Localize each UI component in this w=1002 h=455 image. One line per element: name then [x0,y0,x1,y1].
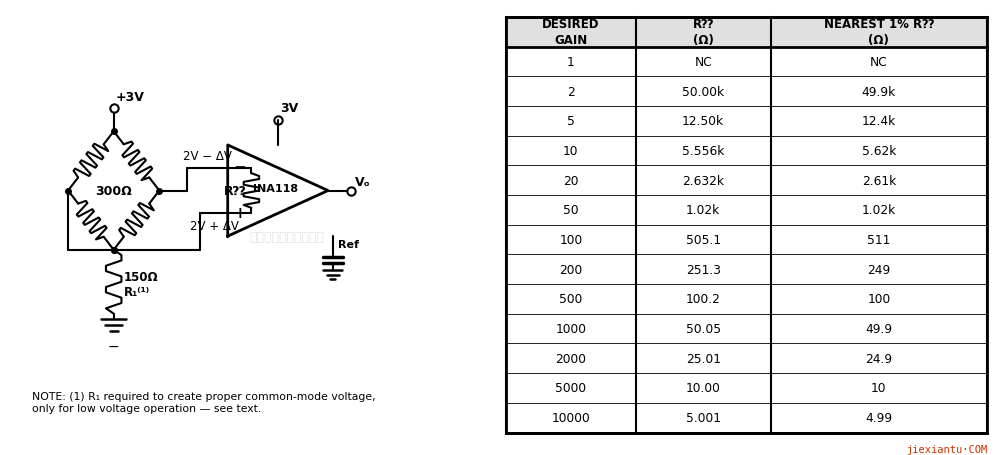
Text: 49.9k: 49.9k [862,86,896,98]
Text: 杭州给睷科技有限公司: 杭州给睷科技有限公司 [249,230,325,243]
Text: DESIRED
GAIN: DESIRED GAIN [542,18,599,47]
Text: 511: 511 [867,233,891,247]
Text: 505.1: 505.1 [685,233,720,247]
Text: +3V: +3V [116,90,145,103]
Text: 2.632k: 2.632k [682,174,724,187]
Text: 25.01: 25.01 [685,352,720,365]
Text: 200: 200 [559,263,582,276]
Text: 5.556k: 5.556k [682,145,724,158]
Text: Ref: Ref [338,240,359,250]
Text: R₁⁽¹⁾: R₁⁽¹⁾ [123,286,150,298]
Text: 2.61k: 2.61k [862,174,896,187]
Text: 1.02k: 1.02k [686,204,720,217]
Text: 49.9: 49.9 [866,323,893,335]
Text: 10: 10 [871,382,887,394]
Text: 5.62k: 5.62k [862,145,896,158]
Text: NC: NC [870,56,888,69]
Text: R⁇
(Ω): R⁇ (Ω) [692,18,713,47]
Text: 10.00: 10.00 [685,382,720,394]
Text: 12.4k: 12.4k [862,115,896,128]
Text: 12.50k: 12.50k [682,115,724,128]
Text: 5.001: 5.001 [685,411,720,424]
Text: 249: 249 [867,263,891,276]
Text: Vₒ: Vₒ [356,176,371,189]
Text: 2000: 2000 [555,352,586,365]
Text: 50: 50 [563,204,579,217]
Text: 500: 500 [559,293,582,306]
Text: 4.99: 4.99 [866,411,893,424]
Text: 251.3: 251.3 [685,263,720,276]
Text: INA118: INA118 [254,184,299,194]
Text: 10000: 10000 [551,411,590,424]
Text: jiexiantu·COM: jiexiantu·COM [906,444,987,454]
Text: 24.9: 24.9 [866,352,893,365]
Text: 1000: 1000 [555,323,586,335]
Text: 5: 5 [567,115,575,128]
Text: −: − [233,160,245,174]
Text: 100: 100 [559,233,582,247]
Text: 100: 100 [867,293,891,306]
Text: NEAREST 1% R⁇
(Ω): NEAREST 1% R⁇ (Ω) [824,18,934,47]
Text: 2V + ΔV: 2V + ΔV [189,220,238,233]
Text: 150Ω: 150Ω [123,270,158,283]
Text: NC: NC [694,56,712,69]
Text: 3V: 3V [281,101,299,115]
Text: R⁇: R⁇ [224,185,246,197]
Text: 2: 2 [567,86,575,98]
Text: 1: 1 [567,56,575,69]
Text: 1.02k: 1.02k [862,204,896,217]
Text: −: − [108,339,119,354]
Text: 20: 20 [563,174,578,187]
Text: NOTE: (1) R₁ required to create proper common-mode voltage,
only for low voltage: NOTE: (1) R₁ required to create proper c… [32,391,375,413]
Text: +: + [233,206,245,220]
Text: 300Ω: 300Ω [95,185,132,197]
Text: 2V − ΔV: 2V − ΔV [182,149,231,162]
Text: 10: 10 [563,145,578,158]
Bar [506,18,987,47]
Text: 50.00k: 50.00k [682,86,724,98]
Text: 50.05: 50.05 [685,323,720,335]
Text: 100.2: 100.2 [685,293,720,306]
Text: 5000: 5000 [555,382,586,394]
